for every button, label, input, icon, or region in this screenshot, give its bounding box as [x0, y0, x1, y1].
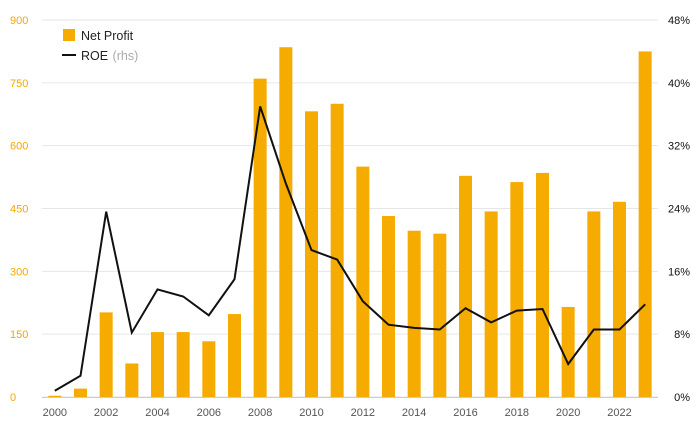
y-tick-left: 600: [10, 141, 28, 153]
y-axis-left-ticks: 0 150 300 450 600 750 900: [10, 15, 28, 404]
x-tick-label: 2016: [453, 407, 477, 419]
bar-2019: [536, 172, 549, 397]
bar-2009: [279, 47, 293, 397]
y-tick-left: 150: [10, 329, 28, 341]
legend-swatch-net-profit: [63, 29, 75, 41]
bar-2020: [561, 306, 575, 397]
x-tick-label: 2002: [94, 407, 118, 419]
bar-2005: [176, 332, 190, 397]
bar-2001: [74, 388, 87, 397]
y-tick-right: 40%: [668, 78, 690, 90]
x-tick-label: 2000: [43, 407, 67, 419]
x-tick-label: 2012: [351, 407, 375, 419]
y-tick-right: 24%: [668, 204, 690, 216]
bar-2006: [202, 341, 216, 397]
bar-2011: [330, 103, 344, 398]
y-tick-right: 8%: [674, 329, 690, 341]
bar-2022: [613, 201, 626, 397]
y-tick-right: 32%: [668, 141, 690, 153]
x-tick-label: 2004: [145, 407, 169, 419]
legend-label-roe: ROE (rhs): [81, 47, 138, 64]
grid-lines: [42, 19, 658, 398]
y-tick-left: 0: [10, 392, 16, 404]
legend: Net Profit ROE (rhs): [62, 29, 138, 64]
x-tick-label: 2014: [402, 407, 426, 419]
bar-2008: [253, 78, 267, 398]
legend-label-net-profit: Net Profit: [81, 29, 134, 43]
y-tick-right: 48%: [668, 15, 690, 27]
x-axis-ticks: 2000 2002 2004 2006 2008 2010 2012 2014 2016 2018…: [43, 407, 632, 419]
y-tick-left: 300: [10, 266, 28, 278]
bar-2017: [484, 211, 498, 397]
bar-2010: [305, 111, 318, 397]
bar-2015: [433, 233, 447, 397]
x-tick-label: 2018: [505, 407, 529, 419]
x-tick-label: 2010: [299, 407, 323, 419]
bar-2000: [48, 395, 62, 397]
bar-2021: [587, 211, 601, 397]
bar-2007: [228, 314, 241, 397]
x-tick-label: 2008: [248, 407, 272, 419]
y-tick-right: 16%: [668, 266, 690, 278]
y-tick-left: 450: [10, 204, 28, 216]
x-tick-label: 2006: [197, 407, 221, 419]
y-tick-left: 900: [10, 15, 28, 27]
roe-line: [54, 106, 646, 392]
bar-2003: [125, 363, 139, 397]
x-tick-label: 2020: [556, 407, 580, 419]
bar-2018: [510, 182, 524, 397]
bar-2016: [459, 175, 472, 397]
bar-series-net-profit: [48, 47, 652, 398]
line-series-roe: [54, 106, 646, 392]
bar-2004: [151, 332, 164, 397]
bar-2002: [99, 312, 113, 397]
y-tick-right: 0%: [674, 392, 690, 404]
bar-2014: [407, 230, 421, 397]
bar-2013: [382, 216, 395, 397]
bar-2023: [638, 51, 652, 398]
x-tick-label: 2022: [607, 407, 631, 419]
y-tick-left: 750: [10, 78, 28, 90]
y-axis-right-ticks: 0% 8% 16% 24% 32% 40% 48%: [668, 15, 690, 404]
bar-2012: [356, 166, 370, 397]
